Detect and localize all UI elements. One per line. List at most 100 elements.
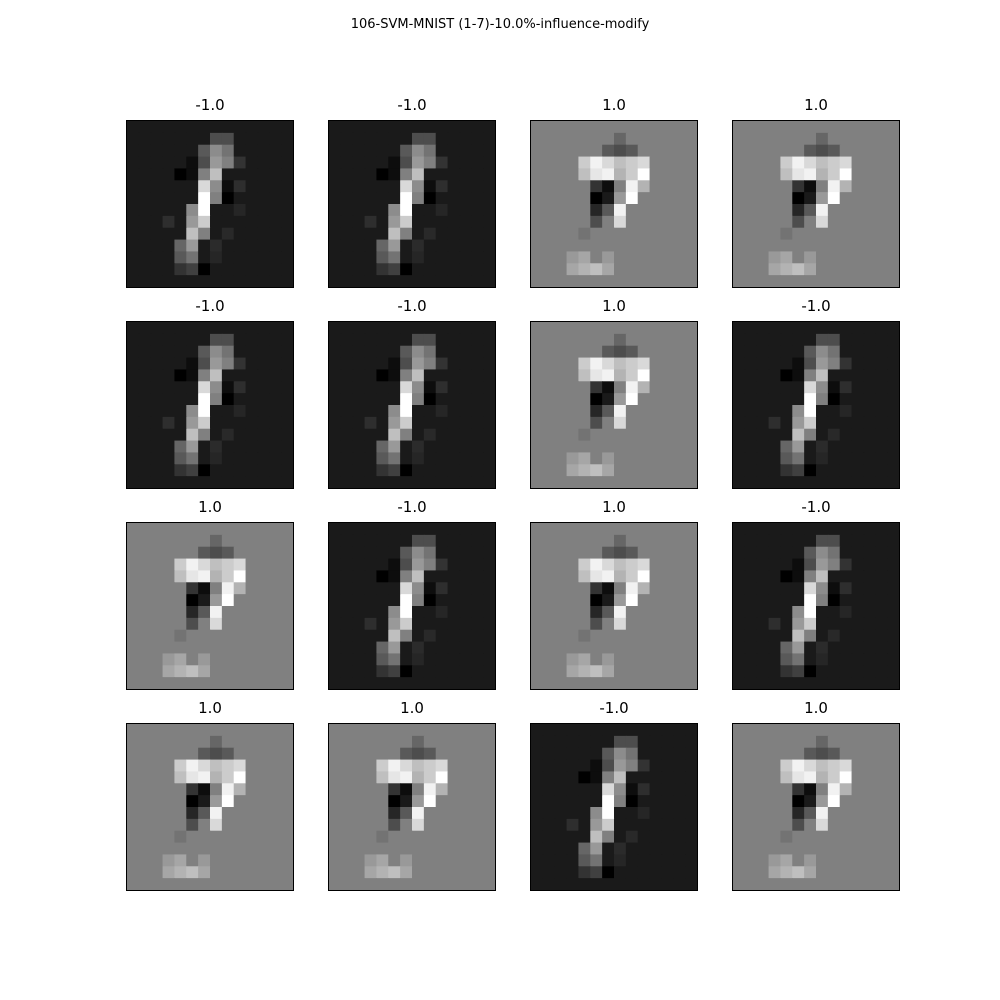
heatmap-cell <box>567 677 579 689</box>
heatmap-cell <box>875 866 887 878</box>
heatmap-cell <box>257 843 269 855</box>
heatmap-cell <box>555 748 567 760</box>
heatmap-cell <box>852 807 864 819</box>
heatmap-cell <box>341 358 353 370</box>
heatmap-cell <box>436 819 448 831</box>
heatmap-cell <box>852 145 864 157</box>
image-panel: 1.0 <box>732 120 900 288</box>
heatmap-cell <box>590 594 602 606</box>
heatmap-cell <box>673 441 685 453</box>
heatmap-cell <box>424 417 436 429</box>
heatmap-cell <box>376 157 388 169</box>
image-panel: -1.0 <box>732 522 900 690</box>
heatmap-cell <box>459 216 471 228</box>
heatmap-cell <box>388 358 400 370</box>
heatmap-cell <box>341 405 353 417</box>
heatmap-cell <box>329 393 341 405</box>
heatmap-cell <box>626 322 638 334</box>
heatmap-cell <box>757 452 769 464</box>
heatmap-cell <box>222 523 234 535</box>
heatmap-cell <box>186 133 198 145</box>
heatmap-cell <box>222 381 234 393</box>
heatmap-cell <box>733 795 745 807</box>
heatmap-cell <box>174 783 186 795</box>
heatmap-cell <box>614 263 626 275</box>
heatmap-cell <box>745 606 757 618</box>
heatmap-cell <box>483 322 495 334</box>
heatmap-cell <box>757 381 769 393</box>
heatmap-cell <box>139 192 151 204</box>
heatmap-cell <box>567 192 579 204</box>
heatmap-cell <box>792 157 804 169</box>
heatmap-cell <box>685 441 697 453</box>
heatmap-cell <box>531 180 543 192</box>
heatmap-cell <box>234 180 246 192</box>
heatmap-cell <box>459 369 471 381</box>
heatmap-cell <box>412 405 424 417</box>
heatmap-cell <box>685 630 697 642</box>
heatmap-svg <box>733 121 899 287</box>
heatmap-cell <box>198 369 210 381</box>
heatmap-cell <box>341 381 353 393</box>
heatmap-cell <box>198 204 210 216</box>
heatmap-cell <box>840 866 852 878</box>
heatmap-cell <box>816 594 828 606</box>
heatmap-cell <box>459 606 471 618</box>
heatmap-cell <box>840 417 852 429</box>
heatmap-cell <box>186 228 198 240</box>
heatmap-cell <box>388 535 400 547</box>
heatmap-cell <box>661 441 673 453</box>
heatmap-cell <box>376 452 388 464</box>
heatmap-cell <box>246 819 258 831</box>
heatmap-cell <box>412 677 424 689</box>
heatmap-cell <box>804 180 816 192</box>
heatmap-cell <box>875 760 887 772</box>
heatmap-cell <box>483 251 495 263</box>
heatmap-cell <box>186 121 198 133</box>
heatmap-cell <box>459 192 471 204</box>
heatmap-svg <box>329 322 495 488</box>
heatmap-cell <box>376 334 388 346</box>
heatmap-cell <box>281 854 293 866</box>
heatmap-cell <box>436 358 448 370</box>
heatmap-cell <box>174 476 186 488</box>
heatmap-cell <box>459 843 471 855</box>
heatmap-cell <box>471 630 483 642</box>
heatmap-cell <box>471 831 483 843</box>
heatmap-cell <box>246 204 258 216</box>
heatmap-cell <box>887 476 899 488</box>
heatmap-cell <box>757 334 769 346</box>
heatmap-cell <box>590 228 602 240</box>
heatmap-cell <box>578 878 590 890</box>
heatmap-cell <box>174 263 186 275</box>
heatmap-cell <box>816 369 828 381</box>
heatmap-cell <box>186 216 198 228</box>
heatmap-cell <box>424 192 436 204</box>
heatmap-cell <box>329 358 341 370</box>
heatmap-cell <box>246 866 258 878</box>
heatmap-cell <box>543 665 555 677</box>
heatmap-cell <box>174 795 186 807</box>
heatmap-cell <box>198 783 210 795</box>
heatmap-cell <box>590 121 602 133</box>
heatmap-cell <box>139 606 151 618</box>
heatmap-cell <box>757 121 769 133</box>
heatmap-cell <box>590 168 602 180</box>
heatmap-cell <box>198 157 210 169</box>
heatmap-cell <box>483 180 495 192</box>
heatmap-cell <box>376 807 388 819</box>
heatmap-cell <box>543 263 555 275</box>
heatmap-cell <box>127 653 139 665</box>
heatmap-cell <box>661 878 673 890</box>
heatmap-cell <box>650 228 662 240</box>
heatmap-cell <box>353 653 365 665</box>
heatmap-cell <box>780 736 792 748</box>
heatmap-cell <box>840 653 852 665</box>
heatmap-cell <box>852 464 864 476</box>
heatmap-cell <box>246 559 258 571</box>
heatmap-cell <box>376 358 388 370</box>
heatmap-cell <box>638 452 650 464</box>
heatmap-cell <box>471 251 483 263</box>
heatmap-cell <box>388 204 400 216</box>
heatmap-cell <box>448 405 460 417</box>
